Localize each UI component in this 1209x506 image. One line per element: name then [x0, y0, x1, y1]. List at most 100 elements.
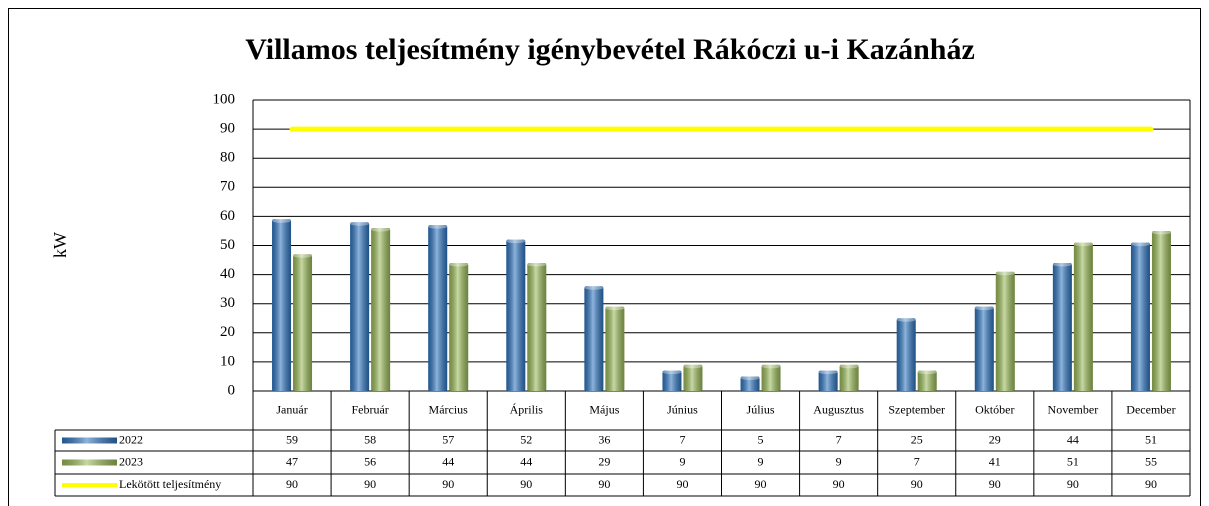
y-tick-label: 40 [220, 266, 235, 282]
bar-cap [1130, 242, 1150, 247]
table-value: 90 [286, 477, 298, 491]
bar-shine [917, 370, 937, 391]
table-value: 47 [286, 454, 298, 468]
table-value: 90 [755, 477, 767, 491]
table-value: 90 [520, 477, 532, 491]
table-value: 7 [836, 432, 842, 446]
table-value: 55 [1145, 454, 1157, 468]
bar-cap [506, 239, 526, 244]
bar-shine [371, 228, 391, 391]
bar-cap [371, 227, 391, 232]
table-value: 90 [598, 477, 610, 491]
x-tick-label: Február [351, 402, 388, 416]
table-value: 90 [442, 477, 454, 491]
bar-cap [995, 271, 1015, 276]
legend-key-shine [62, 459, 117, 466]
y-tick-label: 20 [220, 324, 235, 340]
bar-cap [683, 364, 703, 369]
table-value: 9 [758, 454, 764, 468]
table-value: 9 [679, 454, 685, 468]
table-value: 7 [679, 432, 685, 446]
bar-cap [605, 306, 625, 311]
bar-shine [1151, 230, 1171, 391]
x-tick-label: Október [975, 402, 1014, 416]
bar-shine [761, 364, 781, 391]
table-value: 90 [989, 477, 1001, 491]
y-tick-label: 90 [220, 121, 235, 137]
bar-cap [350, 221, 370, 226]
x-tick-label: Augusztus [813, 402, 864, 416]
table-value: 51 [1145, 432, 1157, 446]
bar-cap [584, 285, 604, 290]
table-value: 90 [911, 477, 923, 491]
table-value: 29 [598, 454, 610, 468]
bar-cap [818, 370, 838, 375]
bar-shine [506, 239, 526, 391]
bar-shine [272, 219, 292, 391]
x-tick-label: Szeptember [888, 402, 945, 416]
table-value: 59 [286, 432, 298, 446]
table-value: 44 [442, 454, 454, 468]
table-value: 90 [676, 477, 688, 491]
bar-shine [527, 262, 547, 391]
bar-cap [428, 224, 448, 229]
y-tick-label: 60 [220, 208, 235, 224]
bar-cap [974, 306, 994, 311]
legend-label: 2023 [119, 454, 143, 468]
bar-cap [449, 262, 469, 267]
table-value: 44 [1067, 432, 1079, 446]
table-value: 29 [989, 432, 1001, 446]
bar-cap [662, 370, 682, 375]
table-value: 7 [914, 454, 920, 468]
bar-cap [839, 364, 859, 369]
legend-key-shine [62, 437, 117, 444]
table-value: 9 [836, 454, 842, 468]
legend-label: Lekötött teljesítmény [119, 477, 221, 491]
table-value: 90 [1067, 477, 1079, 491]
bar-shine [1052, 262, 1072, 391]
bar-shine [818, 370, 838, 391]
x-tick-label: Május [589, 402, 619, 416]
bar-shine [662, 370, 682, 391]
table-value: 36 [598, 432, 610, 446]
bar-shine [740, 376, 760, 391]
bar-cap [761, 364, 781, 369]
x-tick-label: Január [276, 402, 307, 416]
chart-border [8, 8, 1201, 506]
legend-label: 2022 [119, 432, 143, 446]
x-tick-label: November [1048, 402, 1099, 416]
y-tick-label: 10 [220, 353, 235, 369]
bar-cap [293, 253, 313, 258]
bar-shine [584, 286, 604, 391]
y-tick-label: 30 [220, 295, 235, 311]
bar-shine [293, 254, 313, 391]
bar-cap [740, 375, 760, 380]
bar-cap [527, 262, 547, 267]
table-value: 44 [520, 454, 532, 468]
table-value: 56 [364, 454, 376, 468]
table-value: 52 [520, 432, 532, 446]
x-tick-label: December [1126, 402, 1175, 416]
y-tick-label: 100 [213, 91, 236, 107]
table-value: 90 [833, 477, 845, 491]
table-value: 5 [758, 432, 764, 446]
bar-shine [350, 222, 370, 391]
bar-cap [272, 218, 292, 223]
table-value: 57 [442, 432, 454, 446]
bar-cap [1073, 242, 1093, 247]
table-value: 90 [1145, 477, 1157, 491]
chart-title: Villamos teljesítmény igénybevétel Rákóc… [245, 33, 975, 66]
x-tick-label: Március [429, 402, 469, 416]
bar-cap [917, 370, 937, 375]
bar-shine [1073, 242, 1093, 391]
bar-shine [896, 318, 916, 391]
y-tick-label: 50 [220, 237, 235, 253]
table-value: 90 [364, 477, 376, 491]
table-value: 41 [989, 454, 1001, 468]
bar-shine [449, 262, 469, 391]
bar-shine [683, 364, 703, 391]
x-tick-label: Április [510, 402, 544, 416]
table-value: 58 [364, 432, 376, 446]
y-axis-label: kW [50, 232, 70, 258]
